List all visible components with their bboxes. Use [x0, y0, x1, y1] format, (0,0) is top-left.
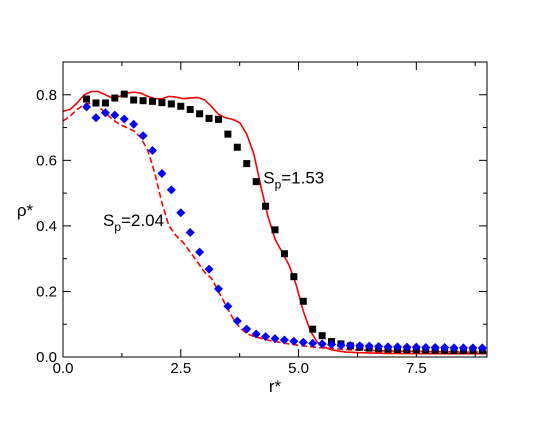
diamond-point [317, 339, 327, 349]
diamond-point [232, 316, 242, 326]
square-point [120, 90, 128, 98]
diamond-point [119, 114, 129, 124]
axis-ticks: 0.0 2.5 5.0 7.5 0.0 0.2 0.4 0.6 0.8 [36, 61, 487, 377]
x-tick-label: 2.5 [170, 360, 191, 377]
square-point [271, 226, 279, 234]
square-point [186, 106, 194, 114]
y-tick-label: 0.2 [36, 283, 57, 300]
x-axis-label: r* [269, 377, 282, 396]
diamond-point [100, 108, 110, 118]
square-point [243, 160, 251, 168]
diamond-point [157, 168, 167, 178]
diamond-point [213, 284, 223, 294]
diamond-point [195, 247, 205, 257]
square-point [130, 96, 138, 104]
series-line-3 [62, 102, 487, 353]
square-point [309, 325, 317, 333]
diamond-point [411, 342, 421, 352]
diamond-point [270, 334, 280, 344]
square-point [262, 202, 270, 210]
diamond-point [430, 342, 440, 352]
diamond-point [242, 324, 252, 334]
diamond-point [298, 337, 308, 347]
square-point [158, 99, 166, 107]
square-point [299, 297, 307, 305]
y-tick-label: 0.4 [36, 218, 57, 235]
diamond-point [129, 119, 139, 129]
diamond-point [185, 227, 195, 237]
diamond-point [251, 329, 261, 339]
diamond-point [336, 340, 346, 350]
diamond-point [421, 342, 431, 352]
series-line-2 [62, 90, 487, 355]
annotation-label: Sp=2.04 [103, 211, 164, 234]
diamond-point [458, 343, 468, 353]
x-tick-label: 7.5 [406, 360, 427, 377]
x-tick-label: 0.0 [53, 360, 74, 377]
square-point [233, 143, 241, 151]
diamond-point [383, 342, 393, 352]
square-point [196, 110, 204, 118]
diamond-point [82, 102, 92, 112]
y-tick-label: 0.8 [36, 87, 57, 104]
square-point [177, 102, 185, 110]
square-point [139, 97, 147, 105]
square-point [167, 100, 175, 108]
diamond-point [355, 341, 365, 351]
diamond-point [138, 131, 148, 141]
square-point [92, 99, 100, 107]
diamond-point [279, 335, 289, 345]
diamond-point [223, 301, 233, 311]
diamond-point [440, 342, 450, 352]
diamond-point [308, 338, 318, 348]
square-point [101, 99, 109, 107]
diamond-point [449, 343, 459, 353]
diamond-point [204, 264, 214, 274]
diamond-point [166, 185, 176, 195]
diamond-point [327, 340, 337, 350]
square-point [280, 250, 288, 258]
square-point [224, 130, 232, 138]
square-point [290, 273, 298, 281]
diamond-point [110, 110, 120, 120]
square-point [318, 332, 326, 340]
diamond-point [477, 343, 487, 353]
diamond-point [91, 113, 101, 123]
square-point [252, 178, 260, 186]
square-point [205, 114, 213, 122]
diamond-point [289, 336, 299, 346]
y-axis-label: ρ* [17, 201, 34, 220]
diamond-point [402, 342, 412, 352]
annotations: Sp=1.53 Sp=2.04 [103, 168, 324, 234]
square-point [214, 115, 222, 123]
y-tick-label: 0.6 [36, 152, 57, 169]
diamond-point [364, 341, 374, 351]
x-tick-label: 5.0 [288, 360, 309, 377]
square-point [83, 95, 91, 103]
diamond-point [176, 208, 186, 218]
plot-frame [62, 61, 488, 358]
diamond-point [374, 342, 384, 352]
y-tick-label: 0.0 [36, 349, 57, 366]
diamond-point [392, 342, 402, 352]
diamond-point [261, 332, 271, 342]
square-point [149, 97, 157, 105]
diamond-point [468, 343, 478, 353]
diamond-point [345, 341, 355, 351]
square-point [111, 94, 119, 102]
annotation-label: Sp=1.53 [263, 168, 324, 191]
plot-marks [62, 90, 487, 355]
diamond-point [148, 146, 158, 155]
